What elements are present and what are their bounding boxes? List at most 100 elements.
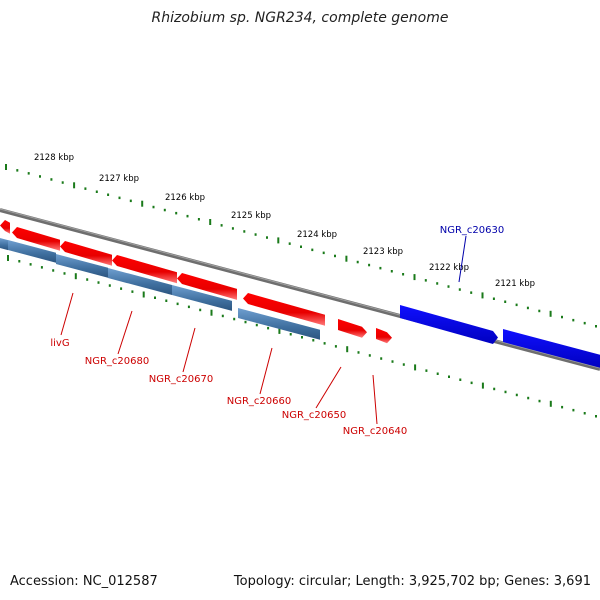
scale-tick: [199, 308, 202, 312]
scale-tick: [220, 224, 223, 227]
scale-tick-label: 2124 kbp: [297, 230, 337, 240]
gene-label-leader: [259, 347, 273, 395]
scale-tick: [470, 381, 473, 385]
gene-block-forward[interactable]: [243, 293, 325, 326]
scale-tick-label: 2126 kbp: [165, 193, 205, 203]
gene-block-forward[interactable]: [112, 255, 177, 284]
scale-tick: [538, 309, 541, 313]
gene-block-forward[interactable]: [0, 220, 10, 234]
scale-tick: [197, 218, 200, 221]
scale-tick: [266, 236, 268, 239]
gene-block-reverse[interactable]: [8, 240, 56, 263]
scale-tick-label: 2125 kbp: [231, 211, 271, 221]
scale-tick: [527, 396, 530, 400]
gene-label[interactable]: NGR_c20640: [343, 426, 408, 437]
scale-tick: [334, 254, 336, 258]
scale-tick: [504, 390, 507, 394]
gene-block-highlighted[interactable]: [400, 305, 498, 344]
scale-tick: [63, 272, 66, 275]
gene-block-reverse[interactable]: [172, 285, 232, 311]
scale-tick: [458, 288, 461, 291]
scale-tick: [424, 279, 427, 282]
gene-label[interactable]: livG: [50, 338, 69, 349]
scale-tick: [27, 172, 30, 175]
gene-label-leader: [372, 374, 378, 425]
scale-tick: [572, 408, 575, 412]
gene-block-reverse[interactable]: [0, 238, 8, 251]
scale-tick: [595, 415, 597, 418]
gene-label-leader: [182, 327, 196, 373]
gene-label[interactable]: NGR_c20630: [440, 225, 505, 236]
scale-tick: [481, 292, 484, 299]
gene-block-reverse[interactable]: [108, 268, 172, 295]
gene-block-forward[interactable]: [177, 273, 237, 300]
scale-tick: [572, 318, 575, 322]
gene-label[interactable]: NGR_c20650: [282, 410, 347, 421]
gene-label[interactable]: NGR_c20680: [85, 356, 150, 367]
scale-tick: [390, 270, 393, 273]
gene-label-leader: [315, 366, 342, 409]
gene-label-leader: [458, 235, 467, 283]
scale-tick: [50, 178, 53, 181]
scale-tick: [267, 326, 270, 330]
scale-tick: [141, 200, 144, 207]
gene-block-forward[interactable]: [60, 241, 112, 266]
gene-label-leader: [117, 310, 133, 355]
scale-tick: [356, 260, 359, 264]
scale-tick: [74, 273, 77, 280]
scale-tick: [583, 321, 586, 325]
gene-label[interactable]: NGR_c20660: [227, 396, 292, 407]
scale-tick: [18, 260, 21, 263]
scale-tick: [346, 346, 349, 353]
scale-tick: [391, 360, 394, 363]
scale-tick-label: 2127 kbp: [99, 174, 139, 184]
scale-tick: [436, 372, 439, 375]
gene-label-leader: [60, 292, 74, 336]
gene-block-reverse[interactable]: [56, 254, 108, 278]
scale-tick: [233, 317, 236, 321]
scale-tick: [402, 363, 405, 366]
scale-tick: [277, 237, 280, 244]
scale-tick: [40, 266, 43, 269]
scale-tick: [470, 291, 473, 294]
scale-tick: [301, 336, 303, 339]
scale-tick: [561, 315, 563, 319]
scale-tick: [52, 269, 55, 272]
scale-tick: [492, 297, 495, 300]
scale-tick: [561, 405, 564, 409]
scale-tick: [322, 251, 325, 255]
scale-tick: [278, 327, 281, 334]
scale-tick: [175, 211, 178, 215]
scale-tick: [154, 296, 156, 299]
scale-tick: [300, 245, 302, 248]
gene-block-forward[interactable]: [376, 328, 392, 344]
scale-tick: [334, 345, 337, 348]
genome-backbone-highlight: [0, 208, 600, 369]
scale-tick: [425, 369, 428, 372]
scale-tick: [254, 233, 257, 236]
scale-tick: [165, 299, 168, 302]
gene-label[interactable]: NGR_c20670: [149, 374, 214, 385]
scale-tick: [312, 339, 315, 342]
scale-tick: [413, 274, 416, 281]
scale-tick: [447, 285, 450, 288]
gene-block-forward[interactable]: [338, 319, 367, 338]
scale-tick: [459, 378, 462, 381]
scale-tick: [243, 230, 246, 233]
scale-tick: [39, 175, 41, 178]
scale-tick: [118, 196, 121, 200]
gene-block-highlighted[interactable]: [503, 329, 600, 368]
scale-tick: [7, 255, 9, 261]
scale-tick: [95, 190, 98, 193]
scale-tick: [414, 364, 417, 371]
scale-tick: [368, 263, 371, 267]
scale-tick: [357, 351, 360, 354]
scale-dots-inner: [7, 255, 597, 418]
gene-block-forward[interactable]: [12, 227, 60, 251]
scale-tick: [595, 325, 597, 328]
scale-tick: [549, 400, 552, 407]
scale-tick: [163, 208, 166, 212]
scale-tick: [289, 333, 292, 336]
scale-tick: [288, 242, 291, 245]
gene-block-reverse[interactable]: [238, 308, 320, 340]
